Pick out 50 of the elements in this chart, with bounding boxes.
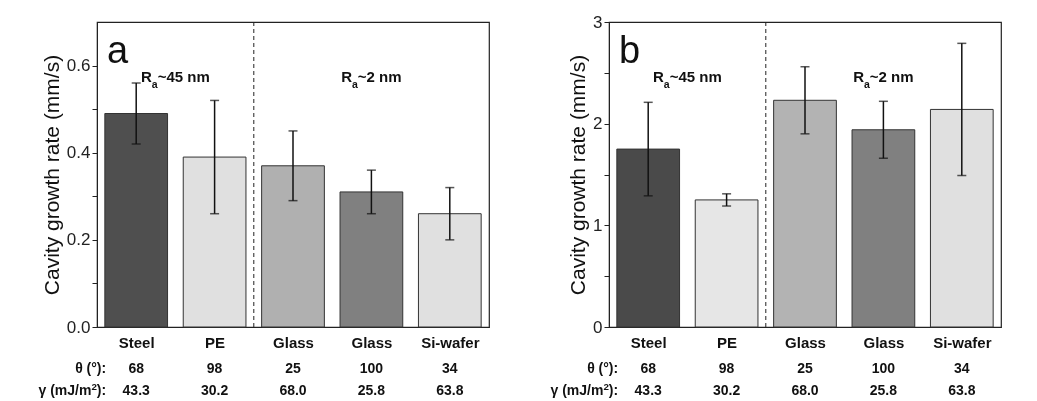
- text: 34: [442, 360, 458, 376]
- text: 68: [640, 360, 657, 376]
- y-tick-label: 0.6: [66, 56, 91, 76]
- x-tick-label: PE: [717, 333, 738, 351]
- annotation: R$_{a}$~45 nm: [652, 68, 722, 90]
- y-tick-label: 0: [593, 317, 603, 337]
- annotation: R$_{a}$~2 nm: [341, 68, 402, 90]
- text: θ (°):: [75, 360, 107, 376]
- x-tick-label: Steel: [118, 333, 155, 351]
- text: 25.8: [357, 382, 386, 398]
- text: γ (mJ/m$^{2}$):: [550, 380, 619, 398]
- x-tick-label: PE: [205, 333, 226, 351]
- text: 43.3: [122, 382, 151, 398]
- text: 43.3: [634, 382, 663, 398]
- y-tick-label: 2: [593, 114, 603, 134]
- text: 100: [871, 360, 896, 376]
- annotation: R$_{a}$~2 nm: [853, 68, 914, 90]
- text: 30.2: [200, 382, 229, 398]
- x-tick-label: Glass: [351, 333, 393, 351]
- text: 25.8: [869, 382, 898, 398]
- x-tick-label: Glass: [273, 333, 314, 351]
- text: 98: [718, 360, 735, 376]
- y-tick-label: 0.0: [66, 317, 91, 337]
- text: 98: [206, 360, 223, 376]
- text: θ (°):: [587, 360, 619, 376]
- x-tick-label: Si-wafer: [421, 333, 480, 351]
- x-tick-label: Si-wafer: [933, 333, 992, 351]
- annotation: a: [107, 29, 129, 71]
- y-axis-title: Cavity growth rate (mm/s): [39, 54, 63, 296]
- y-axis-title: Cavity growth rate (mm/s): [566, 54, 590, 296]
- text: 68.0: [791, 382, 819, 398]
- y-tick-label: 0.4: [66, 143, 91, 163]
- x-tick-label: Glass: [785, 333, 826, 351]
- text: 68: [128, 360, 145, 376]
- text: 100: [359, 360, 384, 376]
- text: 34: [954, 360, 970, 376]
- text: 30.2: [712, 382, 741, 398]
- annotation: b: [619, 29, 641, 71]
- text: γ (mJ/m$^{2}$):: [38, 380, 107, 398]
- y-tick-label: 0.2: [66, 230, 91, 250]
- x-tick-label: Steel: [630, 333, 667, 351]
- x-tick-label: Glass: [863, 333, 905, 351]
- text: 63.8: [948, 382, 976, 398]
- text: 25: [797, 360, 813, 376]
- y-tick-label: 1: [593, 215, 603, 235]
- annotation: R$_{a}$~45 nm: [140, 68, 210, 90]
- text: 68.0: [279, 382, 307, 398]
- text: 25: [285, 360, 301, 376]
- y-tick-label: 3: [593, 12, 603, 32]
- text: 63.8: [436, 382, 464, 398]
